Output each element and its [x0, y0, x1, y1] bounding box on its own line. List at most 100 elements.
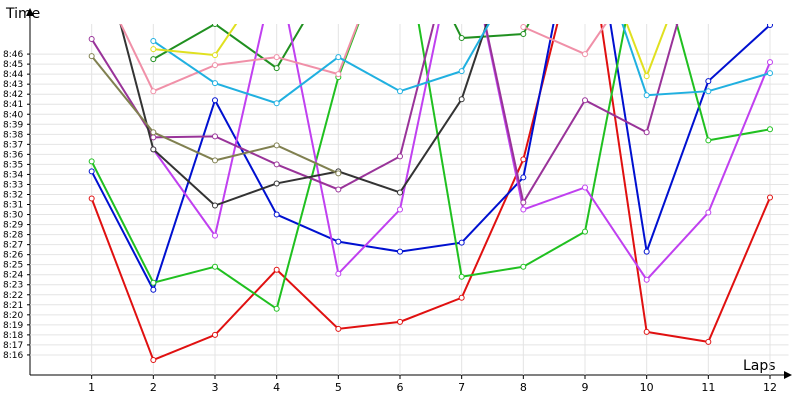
y-tick-label: 8:28 — [3, 231, 23, 241]
y-tick-label: 8:32 — [3, 190, 23, 200]
point — [643, 92, 650, 99]
point — [150, 146, 157, 153]
y-tick-label: 8:17 — [3, 341, 23, 351]
point — [150, 88, 157, 95]
y-tick-label: 8:23 — [3, 281, 23, 291]
point — [643, 276, 650, 283]
point — [335, 238, 342, 245]
point — [88, 168, 95, 175]
lines — [88, 24, 773, 363]
point — [88, 158, 95, 165]
x-axis-label: Laps — [743, 358, 776, 374]
point — [212, 263, 218, 270]
point — [150, 279, 157, 286]
point — [458, 273, 465, 280]
y-tick-label: 8:30 — [3, 211, 23, 221]
point — [767, 70, 773, 77]
x-tick-label: 9 — [582, 381, 589, 394]
point — [88, 36, 95, 43]
point — [705, 338, 712, 345]
series-line — [119, 24, 488, 207]
point — [397, 248, 403, 255]
series-line — [119, 24, 607, 93]
series-line — [90, 24, 771, 362]
point — [458, 239, 465, 246]
point — [150, 56, 157, 63]
point — [458, 294, 465, 301]
series-line — [90, 24, 771, 311]
y-tick-label: 8:45 — [3, 60, 23, 70]
y-tick-label: 8:46 — [3, 50, 23, 60]
point — [150, 286, 157, 293]
point — [273, 211, 280, 218]
point — [335, 186, 342, 193]
x-tick-label: 7 — [458, 381, 465, 394]
y-tick-label: 8:36 — [3, 150, 23, 160]
point — [397, 206, 403, 213]
point — [273, 305, 280, 312]
y-axis-arrow — [26, 8, 34, 16]
point — [150, 134, 157, 141]
point — [643, 248, 650, 255]
y-tick-label: 8:25 — [3, 261, 23, 271]
y-tick-label: 8:43 — [3, 80, 23, 90]
point — [150, 356, 157, 363]
point — [212, 97, 218, 104]
point — [643, 129, 650, 136]
y-tick-label: 8:38 — [3, 130, 23, 140]
point — [212, 133, 218, 140]
x-tick-label: 11 — [701, 381, 715, 394]
point — [335, 170, 342, 177]
point — [273, 266, 280, 273]
point — [150, 46, 157, 53]
point — [88, 195, 95, 202]
point — [273, 161, 280, 168]
point — [397, 189, 403, 196]
y-tick-label: 8:19 — [3, 321, 23, 331]
series-line — [90, 24, 771, 293]
series-line — [152, 24, 771, 282]
point — [520, 206, 527, 213]
point — [767, 126, 773, 133]
point — [150, 38, 157, 45]
point — [212, 52, 218, 59]
point — [212, 202, 218, 209]
point — [767, 59, 773, 66]
x-tick-label: 2 — [150, 381, 157, 394]
point — [520, 24, 527, 31]
y-tick-label: 8:34 — [3, 170, 23, 180]
x-tick-label: 5 — [335, 381, 342, 394]
point — [212, 62, 218, 69]
x-tick-label: 8 — [520, 381, 527, 394]
point — [212, 24, 218, 27]
point — [705, 137, 712, 144]
point — [705, 209, 712, 216]
point — [397, 153, 403, 160]
point — [273, 65, 280, 72]
point — [582, 228, 588, 235]
point — [767, 24, 773, 29]
y-tick-label: 8:39 — [3, 120, 23, 130]
point — [397, 318, 403, 325]
y-tick-label: 8:21 — [3, 301, 23, 311]
y-tick-label: 8:35 — [3, 160, 23, 170]
point — [273, 180, 280, 187]
x-tick-label: 4 — [273, 381, 280, 394]
series-line — [152, 24, 530, 70]
y-tick-label: 8:18 — [3, 331, 23, 341]
point — [335, 71, 342, 78]
y-tick-label: 8:33 — [3, 180, 23, 190]
point — [767, 194, 773, 201]
point — [520, 31, 527, 38]
point — [458, 35, 465, 42]
point — [212, 80, 218, 87]
point — [520, 174, 527, 181]
point — [705, 78, 712, 85]
x-tick-label: 6 — [397, 381, 404, 394]
point — [520, 263, 527, 270]
y-tick-label: 8:27 — [3, 241, 23, 251]
point — [212, 157, 218, 164]
y-tick-label: 8:22 — [3, 291, 23, 301]
y-tick-label: 8:40 — [3, 110, 23, 120]
